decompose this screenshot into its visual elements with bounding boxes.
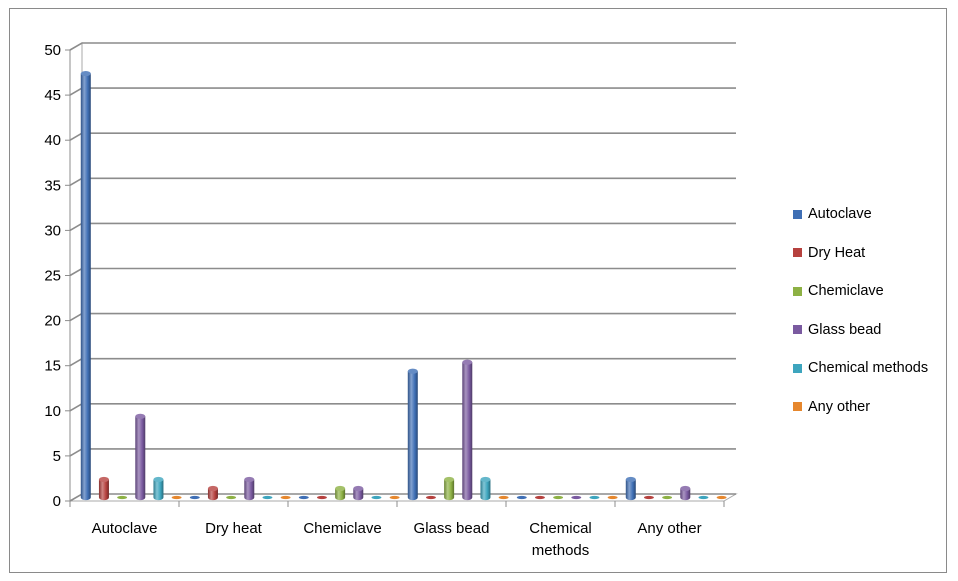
y-tick-label: 45 [44,87,61,104]
legend-swatch [793,402,802,412]
x-category-label: Any other [637,520,701,537]
legend-item-chemical-methods: Chemical methods [793,349,928,388]
legend-item-chemiclave: Chemiclave [793,272,928,311]
bar-chemical-methods-3 [480,479,491,501]
bar-chemiclave-5 [662,495,673,500]
bar-autoclave-2 [298,495,309,500]
chart-frame: 0 5 10 15 20 25 30 35 40 45 50 Autoclave Dry heat Che… [9,8,947,573]
bar-chemical-methods-5 [698,495,709,500]
gridline [69,222,736,232]
gridline [69,177,736,186]
bar-top [80,70,91,77]
y-tick-label: 40 [44,132,61,149]
bar-top [680,485,691,492]
bar-top [98,476,109,483]
legend-item-autoclave: Autoclave [793,195,928,234]
legend-item-glass-bead: Glass bead [793,311,928,350]
legend-item-dry-heat: Dry Heat [793,234,928,273]
legend-swatch [793,209,802,219]
gridline [69,402,736,412]
bar-chart: 0 5 10 15 20 25 30 35 40 45 50 Autoclave Dry heat Che… [44,42,738,559]
bar-top [207,485,218,492]
x-category-label: Chemical methods [529,520,592,559]
bar-glass-bead-5 [680,488,691,501]
legend-swatch [793,248,802,258]
bar-dry-heat-4 [534,495,545,500]
bar-autoclave-4 [516,495,527,500]
legend-item-any-other: Any other [793,388,928,427]
bar-glass-bead-0 [135,416,146,501]
bar-top [244,476,255,483]
gridline [69,87,736,96]
bar-autoclave-5 [625,479,636,501]
bar-chemical-methods-0 [153,479,164,501]
y-tick-label: 0 [53,493,61,510]
legend-label: Chemiclave [808,283,884,300]
gridline [69,267,736,277]
bar-chemical-methods-2 [371,495,382,500]
bar-chemical-methods-1 [262,495,273,500]
bar-glass-bead-4 [571,495,582,500]
bar-autoclave-1 [189,495,200,500]
bar-top [407,368,418,374]
bar-chemiclave-3 [444,479,455,501]
gridline [69,448,736,457]
bar-any-other-4 [607,495,618,500]
floor [68,493,738,502]
legend: Autoclave Dry Heat Chemiclave Glass bead… [793,195,928,426]
bar-top [353,485,364,492]
bar-chemiclave-2 [335,488,346,501]
y-tick-label: 20 [44,313,61,330]
gridline [69,357,736,367]
bar-top [135,413,146,419]
y-tick-label: 50 [44,42,61,59]
legend-label: Any other [808,398,871,415]
legend-label: Dry Heat [808,244,866,261]
gridline [69,312,736,322]
bar-autoclave-0 [80,73,91,501]
bar-any-other-2 [389,495,400,500]
bar-dry-heat-5 [643,495,654,500]
y-tick-label: 25 [44,268,61,285]
y-tick-label: 30 [44,222,61,239]
y-tick-label: 15 [44,358,61,375]
bar-top [462,359,473,365]
bar-dry-heat-1 [207,488,218,501]
bar-dry-heat-2 [316,495,327,500]
bar-dry-heat-3 [425,495,436,500]
legend-swatch [793,363,802,373]
y-tick-label: 5 [53,448,61,465]
legend-label: Glass bead [808,321,882,338]
bar-glass-bead-2 [353,488,364,501]
y-tick-label: 35 [44,177,61,194]
legend-label: Chemical methods [808,360,929,377]
bar-any-other-0 [171,495,182,500]
bar-chemiclave-1 [226,495,237,500]
y-tick-label: 10 [44,403,61,420]
bar-any-other-5 [716,495,727,500]
bar-glass-bead-1 [244,479,255,501]
bar-any-other-3 [498,495,509,500]
bar-top [153,476,164,483]
bar-dry-heat-0 [98,479,109,501]
bar-top [444,476,455,483]
bar-top [480,476,491,483]
bar-top [335,485,346,492]
gridline [69,132,736,141]
bar-autoclave-3 [407,371,418,501]
legend-label: Autoclave [808,206,872,223]
bar-glass-bead-3 [462,362,473,501]
bar-chemiclave-0 [117,495,128,500]
x-category-label: Chemiclave [303,520,381,537]
x-category-label: Dry heat [205,520,263,537]
gridline [69,42,736,51]
x-category-label: Autoclave [92,520,158,537]
bar-chemical-methods-4 [589,495,600,500]
bar-top [625,476,636,483]
legend-swatch [793,325,802,335]
bar-any-other-1 [280,495,291,500]
legend-swatch [793,286,802,296]
x-category-label: Glass bead [414,520,490,537]
bar-chemiclave-4 [553,495,564,500]
